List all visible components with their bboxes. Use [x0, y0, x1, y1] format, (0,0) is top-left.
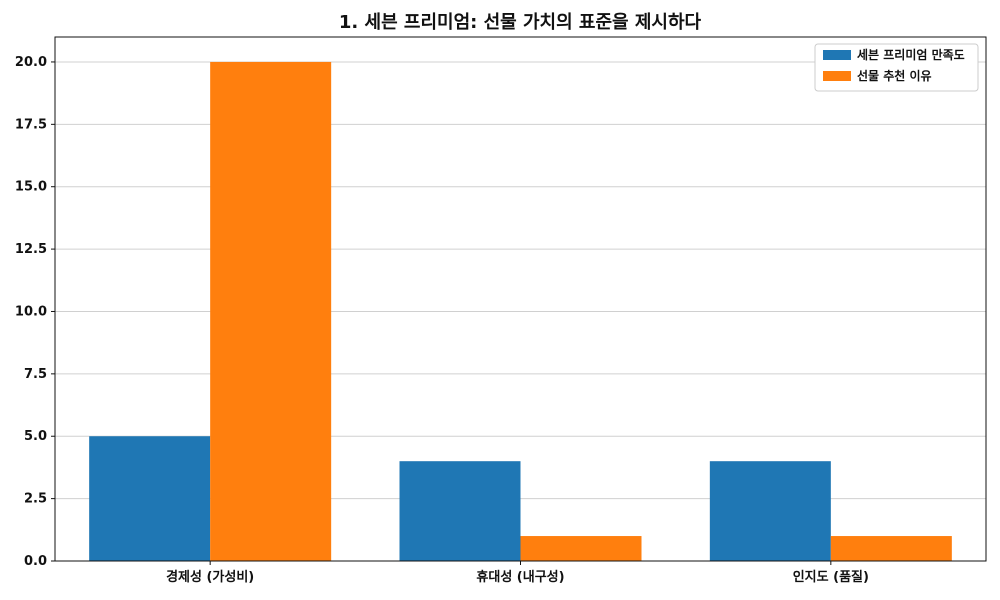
bar-gift-reason-1	[520, 536, 642, 561]
y-tick-label: 0.0	[24, 554, 47, 569]
y-tick-label: 10.0	[15, 304, 47, 319]
bar-satisfaction-0	[89, 436, 211, 561]
bar-gift-reason-2	[830, 536, 952, 561]
y-tick-label: 12.5	[15, 242, 47, 257]
plot-frame	[54, 36, 987, 562]
chart-title: 1. 세븐 프리미엄: 선물 가치의 표준을 제시하다	[339, 12, 702, 33]
y-tick-label: 17.5	[15, 117, 47, 132]
y-tick-label: 7.5	[24, 367, 47, 382]
x-tick-label: 휴대성 (내구성)	[476, 569, 564, 585]
bar-satisfaction-1	[399, 461, 521, 561]
legend-label-0: 세븐 프리미엄 만족도	[857, 47, 965, 62]
bar-gift-reason-0	[210, 61, 332, 561]
y-tick-label: 5.0	[24, 429, 47, 444]
legend-label-1: 선물 추천 이유	[857, 68, 932, 83]
legend-swatch-0	[823, 50, 851, 60]
y-tick-label: 2.5	[24, 492, 47, 507]
legend-box	[814, 43, 979, 92]
bar-satisfaction-2	[709, 461, 831, 561]
y-tick-label: 20.0	[15, 55, 47, 70]
bars-layer	[89, 61, 952, 561]
legend-swatch-1	[823, 71, 851, 81]
axes-layer: 0.0 2.5 5.0 7.5 10.0 12.5 15.0 17.5 20.0 경제성 (가성비…	[15, 36, 987, 585]
x-tick-label: 경제성 (가성비)	[166, 569, 254, 585]
x-tick-label: 인지도 (품질)	[793, 569, 869, 585]
y-tick-label: 15.0	[15, 180, 47, 195]
